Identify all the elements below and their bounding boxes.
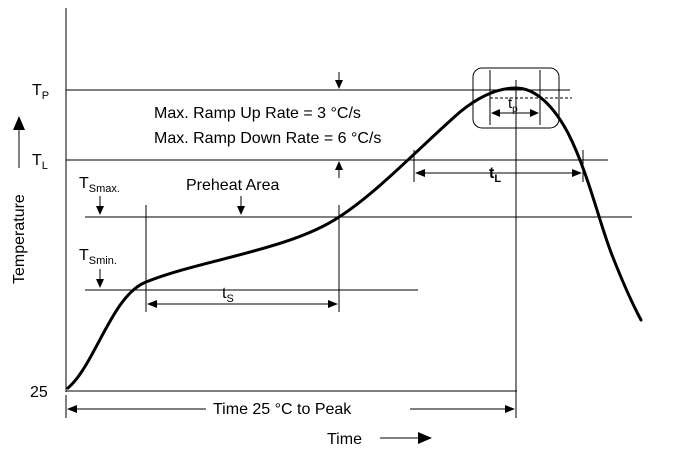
ramp-up-rate-label: Max. Ramp Up Rate = 3 °C/s bbox=[154, 105, 361, 122]
tl-label: TL bbox=[32, 152, 48, 172]
time-to-peak-arrow-left-head bbox=[67, 405, 77, 413]
time-direction-arrow-head bbox=[418, 432, 432, 444]
y25-label: 25 bbox=[30, 384, 48, 401]
tl-arrow-left-head bbox=[415, 169, 425, 177]
ramp-arrow-upper-head bbox=[335, 80, 343, 89]
ramp-down-rate-label: Max. Ramp Down Rate = 6 °C/s bbox=[154, 130, 381, 147]
tsmax-arrow-head bbox=[96, 206, 104, 215]
time-to-peak-arrow-right-head bbox=[505, 405, 515, 413]
tp-arrow-left-head bbox=[491, 109, 500, 117]
ts-arrow-right-head bbox=[328, 300, 338, 308]
x-axis-title: Time bbox=[327, 431, 362, 448]
y-axis-title: Temperature bbox=[11, 194, 28, 284]
tsmax-label: TSmax. bbox=[79, 175, 120, 195]
preheat-area-label: Preheat Area bbox=[186, 177, 280, 194]
tsmin-label: TSmin. bbox=[79, 247, 117, 267]
peak-box bbox=[472, 67, 560, 129]
tl-arrow-right-head bbox=[572, 169, 582, 177]
tp-arrow-right-head bbox=[530, 109, 539, 117]
temperature-direction-arrow-head bbox=[13, 116, 25, 130]
tsmin-arrow-head bbox=[96, 279, 104, 288]
preheat-arrow-head bbox=[237, 206, 245, 215]
tp-label: TP bbox=[32, 82, 49, 102]
temperature-profile-curve bbox=[66, 86, 643, 390]
time-to-peak-label: Time 25 °C to Peak bbox=[213, 401, 352, 418]
ts-arrow-left-head bbox=[147, 300, 157, 308]
tp-duration-label: tp bbox=[508, 95, 518, 115]
ramp-arrow-lower-head bbox=[335, 161, 343, 170]
tl-duration-label: tL bbox=[489, 165, 501, 185]
ts-label: tS bbox=[222, 285, 234, 305]
